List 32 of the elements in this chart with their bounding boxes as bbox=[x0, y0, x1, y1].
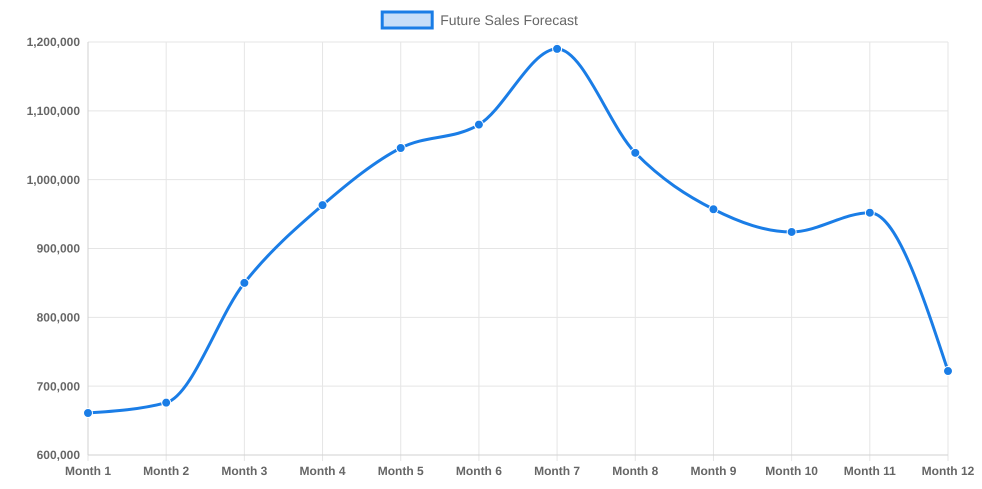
point bbox=[552, 44, 562, 54]
y-tick-label: 1,200,000 bbox=[26, 35, 80, 50]
y-tick-label: 1,100,000 bbox=[26, 104, 80, 118]
point bbox=[83, 408, 93, 418]
point bbox=[318, 200, 328, 210]
point bbox=[630, 148, 640, 158]
y-tick-label: 600,000 bbox=[36, 448, 80, 462]
x-tick-label: Month 5 bbox=[378, 464, 424, 478]
point bbox=[708, 204, 718, 214]
x-tick-label: Month 7 bbox=[534, 464, 580, 478]
point bbox=[239, 278, 250, 288]
y-tick-label: 900,000 bbox=[36, 242, 80, 256]
x-tick-label: Month 6 bbox=[456, 464, 502, 478]
point bbox=[396, 143, 406, 154]
x-tick-label: Month 3 bbox=[221, 464, 268, 478]
x-tick-label: Month 10 bbox=[765, 464, 818, 478]
legend-label: Future Sales Forecast bbox=[440, 12, 578, 28]
y-tick-label: 800,000 bbox=[36, 310, 80, 325]
x-tick-label: Month 1 bbox=[65, 464, 112, 478]
y-tick-label: 1,000,000 bbox=[26, 172, 80, 187]
x-tick-label: Month 2 bbox=[143, 464, 190, 478]
point bbox=[161, 398, 172, 408]
x-tick-label: Month 12 bbox=[922, 464, 975, 478]
x-tick-label: Month 8 bbox=[612, 464, 659, 478]
point bbox=[786, 226, 797, 237]
x-tick-label: Month 9 bbox=[690, 464, 737, 478]
x-tick-label: Month 4 bbox=[300, 464, 346, 478]
y-tick-label: 700,000 bbox=[36, 379, 80, 394]
point bbox=[474, 120, 484, 130]
x-tick-label: Month 11 bbox=[844, 464, 896, 478]
point bbox=[943, 366, 953, 376]
point bbox=[864, 208, 875, 218]
